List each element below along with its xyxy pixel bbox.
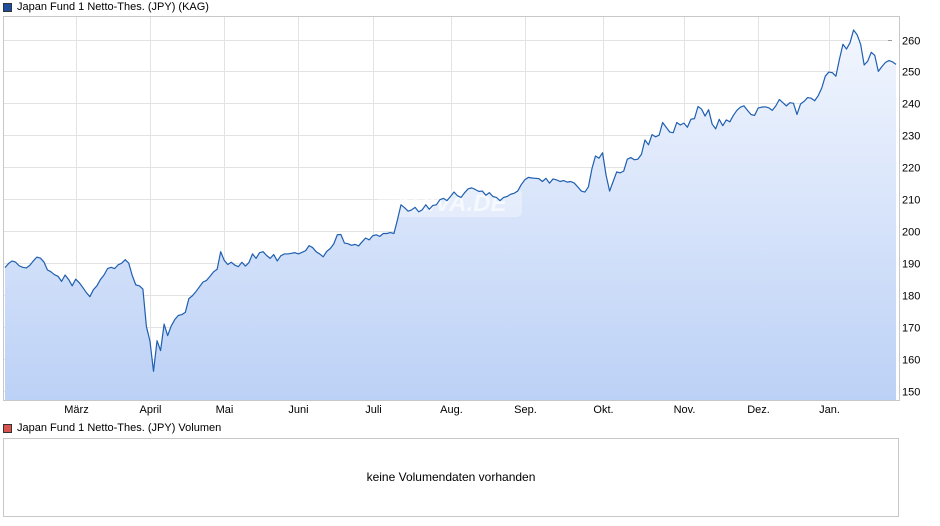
price-area [5, 29, 896, 401]
y-tick-label: 200 [902, 227, 920, 239]
price-area-layer [5, 29, 896, 401]
y-tick-label: 170 [902, 323, 920, 335]
x-tick-label: Nov. [674, 404, 696, 416]
y-tick-label: 180 [902, 291, 920, 303]
x-tick-label: Sep. [514, 404, 537, 416]
y-tick-label: 210 [902, 195, 920, 207]
volume-legend-label: Japan Fund 1 Netto-Thes. (JPY) Volumen [17, 422, 222, 434]
price-chart: ARIVA.DE 150 160 170 180 190 200 210 220 230 240 2… [3, 16, 920, 416]
x-tick-label: Mai [216, 404, 234, 416]
volume-panel: keine Volumendaten vorhanden [3, 438, 899, 517]
watermark-text: ARIVA.DE [393, 190, 508, 217]
x-tick-label: Juli [365, 404, 382, 416]
x-tick-label: Jan. [819, 404, 840, 416]
price-legend-label: Japan Fund 1 Netto-Thes. (JPY) (KAG) [17, 1, 209, 13]
x-axis-ticks: März April Mai Juni Juli Aug. Sep. Okt. Nov. Dez.… [64, 404, 840, 416]
x-tick-label: Dez. [747, 404, 770, 416]
y-tick-label: 160 [902, 355, 920, 367]
x-tick-label: März [64, 404, 88, 416]
volume-legend-swatch [3, 423, 12, 433]
y-tick-label: 190 [902, 259, 920, 271]
x-tick-label: Aug. [440, 404, 463, 416]
price-legend-swatch [3, 2, 12, 12]
y-tick-label: 260 [902, 36, 920, 48]
y-tick-label: 230 [902, 131, 920, 143]
y-tick-label: 250 [902, 67, 920, 79]
watermark-layer: ARIVA.DE [378, 189, 522, 217]
watermark-badge [378, 189, 522, 217]
price-line [4, 29, 897, 372]
volume-empty-message: keine Volumendaten vorhanden [366, 470, 536, 484]
x-tick-label: April [139, 404, 161, 416]
volume-legend: Japan Fund 1 Netto-Thes. (JPY) Volumen [3, 421, 221, 435]
y-axis-ticks: 150 160 170 180 190 200 210 220 230 240 250 260 [902, 36, 920, 399]
price-line-layer [4, 29, 897, 372]
y-tick-label: 150 [902, 387, 920, 399]
y-tick-label: 240 [902, 99, 920, 111]
x-tick-label: Juni [288, 404, 308, 416]
price-legend: Japan Fund 1 Netto-Thes. (JPY) (KAG) [3, 0, 209, 14]
x-tick-label: Okt. [593, 404, 613, 416]
y-tick-label: 220 [902, 163, 920, 175]
